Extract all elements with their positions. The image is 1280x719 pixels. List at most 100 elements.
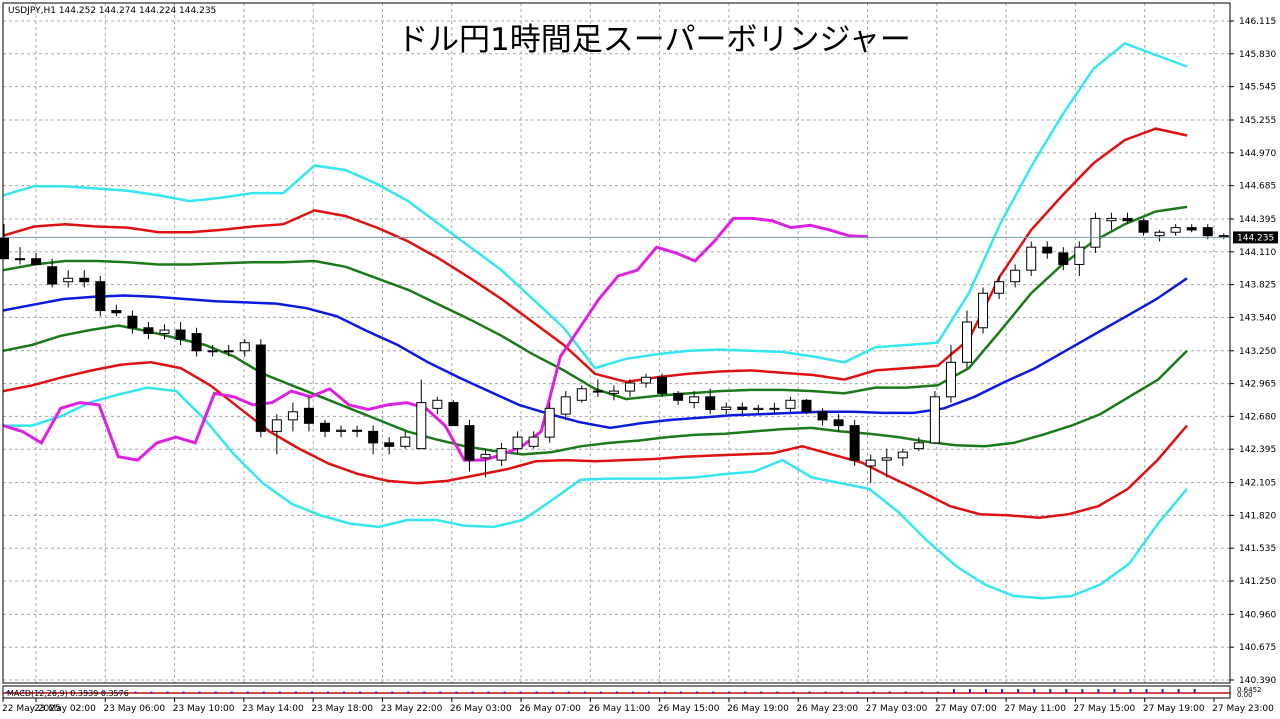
macd-bar bbox=[824, 691, 827, 693]
macd-bar bbox=[423, 691, 426, 693]
candle bbox=[608, 385, 619, 401]
macd-bar bbox=[599, 691, 602, 693]
candle bbox=[624, 379, 635, 397]
candle bbox=[945, 345, 956, 403]
candle bbox=[1058, 247, 1069, 271]
candle bbox=[271, 414, 282, 455]
macd-bar bbox=[327, 691, 329, 693]
macd-bar bbox=[567, 691, 570, 693]
macd-bar bbox=[1033, 689, 1036, 693]
macd-bar bbox=[1017, 689, 1020, 693]
candle bbox=[31, 252, 42, 265]
candle bbox=[111, 304, 122, 317]
macd-bar bbox=[631, 691, 634, 693]
candle bbox=[865, 454, 876, 484]
y-tick-label: 144.110 bbox=[1239, 248, 1276, 258]
y-tick-label: 143.540 bbox=[1239, 313, 1276, 323]
candle bbox=[496, 442, 507, 466]
macd-bar bbox=[936, 691, 939, 693]
macd-bar bbox=[680, 691, 683, 693]
candle bbox=[881, 448, 892, 478]
macd-bar bbox=[375, 691, 378, 693]
candle bbox=[1138, 218, 1149, 236]
macd-label: MACD(12,26,9) 0.3539 0.3576 bbox=[7, 689, 129, 698]
macd-bar bbox=[230, 691, 233, 693]
macd-bar bbox=[6, 691, 8, 693]
candle bbox=[673, 391, 684, 405]
candle bbox=[63, 270, 74, 288]
candle bbox=[480, 448, 491, 478]
candle bbox=[560, 391, 571, 420]
candle bbox=[368, 425, 379, 455]
candle bbox=[769, 402, 780, 415]
macd-bar bbox=[985, 689, 988, 693]
macd-bar bbox=[487, 691, 490, 693]
candle bbox=[207, 345, 218, 357]
macd-bar bbox=[1177, 689, 1180, 693]
candle bbox=[159, 324, 170, 340]
candle bbox=[1154, 229, 1165, 242]
band-sigma-plus2 bbox=[2, 127, 1188, 384]
candle bbox=[1106, 212, 1117, 230]
x-tick-label: 23 May 02:00 bbox=[34, 704, 96, 714]
macd-bar bbox=[182, 691, 185, 693]
macd-bar bbox=[134, 691, 137, 693]
macd-bar bbox=[696, 691, 699, 693]
candle bbox=[737, 402, 748, 415]
macd-bar bbox=[503, 691, 506, 693]
y-tick-label: 145.545 bbox=[1239, 83, 1276, 93]
candle bbox=[175, 322, 186, 346]
candle bbox=[400, 431, 411, 449]
candle bbox=[849, 419, 860, 466]
macd-bar bbox=[102, 691, 105, 693]
macd-bar bbox=[471, 691, 474, 693]
candle bbox=[1202, 224, 1213, 240]
macd-bar bbox=[310, 691, 313, 693]
y-tick-label: 144.395 bbox=[1239, 215, 1276, 225]
candle bbox=[95, 275, 106, 317]
candle bbox=[416, 379, 427, 450]
candle bbox=[994, 275, 1005, 299]
candle bbox=[1090, 212, 1101, 253]
candle bbox=[785, 396, 796, 412]
candle bbox=[79, 270, 90, 288]
macd-bar bbox=[439, 691, 442, 693]
band-sigma-minus2 bbox=[2, 361, 1188, 519]
macd-bar bbox=[1193, 689, 1196, 693]
candle bbox=[384, 437, 395, 455]
macd-bar bbox=[54, 691, 57, 693]
current-price-tag: 144.235 bbox=[1233, 231, 1278, 244]
macd-bar bbox=[712, 691, 715, 693]
candle bbox=[801, 399, 812, 415]
candle bbox=[0, 224, 9, 260]
candle bbox=[223, 345, 234, 357]
y-tick-label: 143.825 bbox=[1239, 281, 1276, 291]
candle bbox=[1010, 264, 1021, 288]
candle bbox=[913, 437, 924, 451]
chikou-line bbox=[2, 216, 869, 462]
candle bbox=[303, 396, 314, 432]
y-tick-label: 142.105 bbox=[1239, 479, 1276, 489]
macd-bar bbox=[22, 691, 25, 693]
band-sigma-plus1 bbox=[2, 205, 1188, 401]
y-tick-label: 146.115 bbox=[1239, 17, 1276, 27]
macd-bar bbox=[1081, 689, 1084, 693]
candle bbox=[448, 400, 459, 427]
y-tick-label: 141.250 bbox=[1239, 577, 1276, 587]
candle bbox=[15, 247, 26, 265]
candle bbox=[239, 339, 250, 357]
x-tick-label: 22 May 2025 bbox=[2, 704, 61, 714]
x-tick-label: 26 May 07:00 bbox=[519, 704, 581, 714]
macd-bar bbox=[166, 691, 169, 693]
macd-bar bbox=[1065, 689, 1068, 693]
chart-title: ドル円1時間足スーパーボリンジャー bbox=[397, 22, 911, 58]
macd-bar bbox=[118, 691, 121, 693]
macd-bar bbox=[278, 691, 281, 693]
current-price-label: 144.235 bbox=[1237, 233, 1274, 243]
candle bbox=[1122, 212, 1133, 225]
macd-bar bbox=[792, 691, 795, 693]
y-tick-label: 142.680 bbox=[1239, 412, 1276, 422]
y-tick-label: 142.965 bbox=[1239, 380, 1276, 390]
